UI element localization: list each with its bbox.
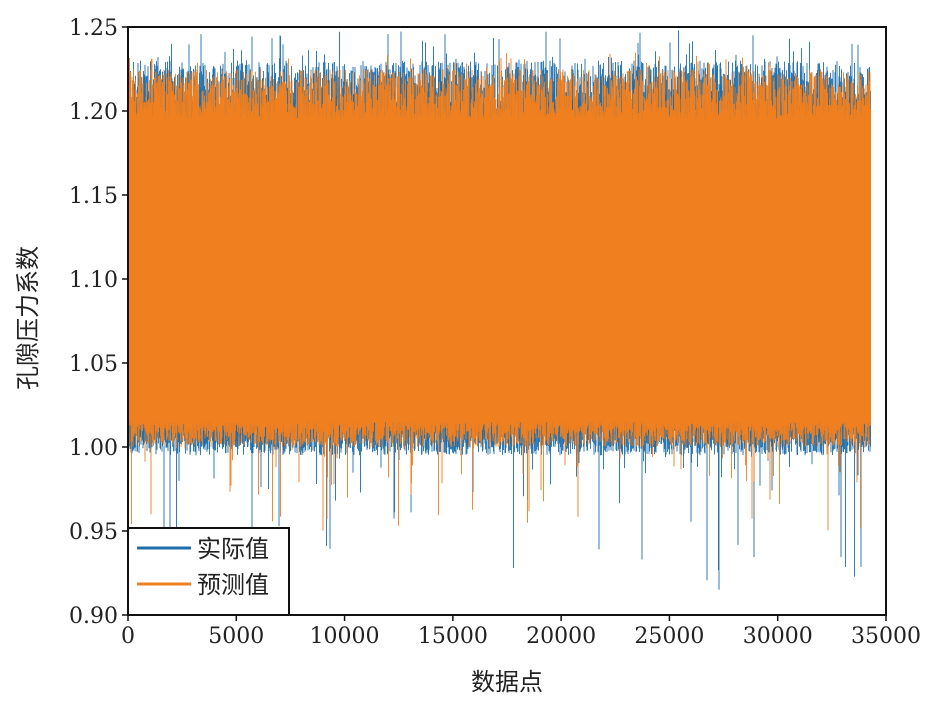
x-tick-label: 5000 <box>208 624 264 649</box>
y-tick-label: 1.00 <box>69 436 118 461</box>
y-axis-label: 孔隙压力系数 <box>14 246 42 390</box>
series-line-predicted <box>128 52 871 531</box>
x-tick-label: 15000 <box>418 624 488 649</box>
y-tick-label: 1.10 <box>69 268 118 293</box>
y-tick-label: 1.15 <box>69 184 118 209</box>
legend-label-predicted: 预测值 <box>197 571 269 599</box>
x-tick-label: 35000 <box>851 624 921 649</box>
y-tick-label: 0.95 <box>69 520 118 545</box>
y-tick-label: 1.20 <box>69 100 118 125</box>
plot-area <box>128 30 871 590</box>
x-tick-label: 10000 <box>310 624 380 649</box>
x-axis-label: 数据点 <box>471 668 543 696</box>
y-tick-label: 1.05 <box>69 352 118 377</box>
x-tick-label: 0 <box>121 624 135 649</box>
plot-frame <box>127 26 887 616</box>
x-tick-label: 30000 <box>743 624 813 649</box>
x-axis: 0 5000 10000 15000 20000 25000 30000 35000 <box>121 615 921 649</box>
y-tick-label: 1.25 <box>69 16 118 41</box>
legend-label-actual: 实际值 <box>197 535 269 563</box>
legend-box <box>127 527 290 616</box>
y-axis: 0.90 0.95 1.00 1.05 1.10 1.15 1.20 1.25 <box>69 16 128 629</box>
y-tick-label: 0.90 <box>69 604 118 629</box>
x-tick-label: 25000 <box>634 624 704 649</box>
legend: 实际值 预测值 <box>127 527 290 616</box>
x-tick-label: 20000 <box>526 624 596 649</box>
